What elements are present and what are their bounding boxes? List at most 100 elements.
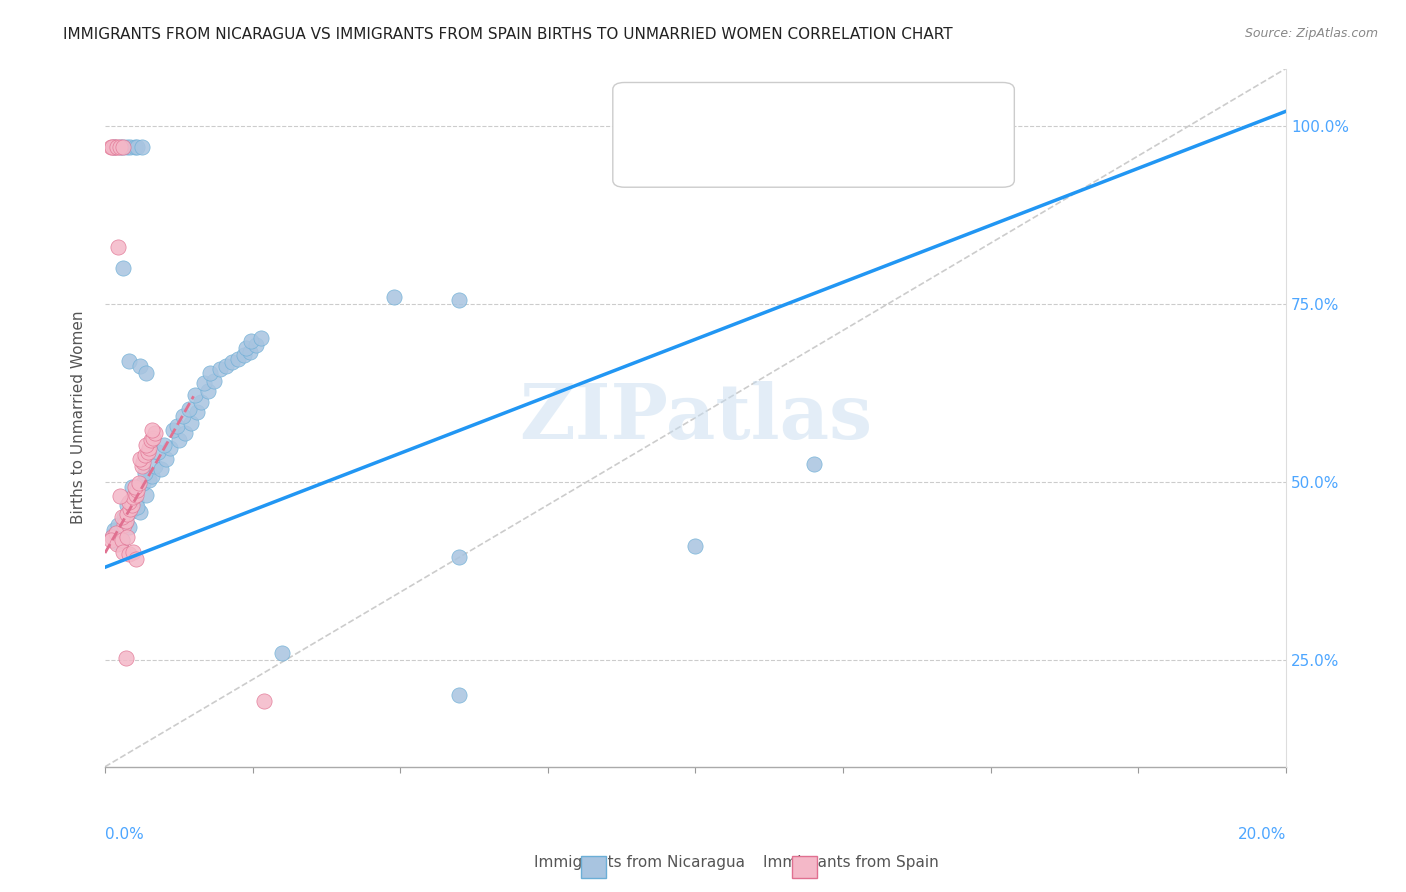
Point bbox=[159, 441, 181, 455]
Point bbox=[250, 331, 273, 345]
Point bbox=[124, 480, 146, 494]
Point bbox=[114, 651, 136, 665]
Point bbox=[198, 367, 221, 381]
Point bbox=[132, 455, 155, 469]
Point bbox=[108, 140, 131, 154]
Point bbox=[129, 359, 152, 374]
Point bbox=[449, 689, 471, 703]
Point bbox=[132, 476, 155, 491]
Point bbox=[114, 516, 136, 530]
Point bbox=[162, 424, 184, 438]
Legend: R = 0.491   N = 69, R = 0.310   N = 43: R = 0.491 N = 69, R = 0.310 N = 43 bbox=[700, 95, 927, 154]
Point bbox=[141, 469, 163, 483]
Point bbox=[105, 140, 128, 154]
Point bbox=[190, 395, 212, 409]
Point bbox=[271, 646, 294, 660]
Point bbox=[114, 514, 136, 528]
Point bbox=[117, 519, 139, 533]
Point bbox=[226, 352, 249, 367]
Point bbox=[155, 452, 177, 467]
Point bbox=[101, 530, 124, 544]
Point bbox=[125, 494, 148, 508]
Point bbox=[232, 348, 254, 362]
Point bbox=[110, 533, 132, 548]
Point bbox=[124, 140, 146, 154]
Point bbox=[202, 374, 225, 388]
Point bbox=[173, 426, 195, 441]
Point bbox=[184, 388, 207, 402]
Point bbox=[105, 535, 128, 549]
Point bbox=[100, 533, 122, 548]
Point bbox=[121, 498, 143, 512]
Point bbox=[118, 140, 141, 154]
Point bbox=[112, 517, 135, 532]
Point bbox=[135, 367, 157, 381]
Point bbox=[125, 551, 148, 566]
Point bbox=[114, 510, 136, 524]
Point bbox=[382, 289, 405, 303]
Point bbox=[120, 505, 142, 519]
Point bbox=[127, 483, 149, 498]
Point bbox=[117, 507, 139, 521]
Text: Source: ZipAtlas.com: Source: ZipAtlas.com bbox=[1244, 27, 1378, 40]
Point bbox=[134, 448, 156, 462]
Point bbox=[117, 548, 139, 562]
Point bbox=[110, 533, 132, 548]
Point bbox=[122, 491, 145, 505]
Point bbox=[167, 434, 190, 448]
Point bbox=[245, 338, 267, 352]
Point bbox=[685, 539, 707, 553]
Point bbox=[186, 405, 208, 419]
Point bbox=[235, 341, 257, 355]
Point bbox=[131, 140, 153, 154]
Point bbox=[253, 694, 276, 708]
Text: Immigrants from Spain: Immigrants from Spain bbox=[762, 855, 939, 870]
Point bbox=[107, 240, 129, 254]
Point bbox=[449, 549, 471, 564]
Point bbox=[215, 359, 238, 374]
Point bbox=[197, 384, 219, 398]
Point bbox=[221, 355, 243, 369]
Point bbox=[146, 445, 169, 459]
Point bbox=[103, 140, 125, 154]
Point bbox=[135, 487, 157, 501]
Point bbox=[240, 334, 263, 348]
Text: 20.0%: 20.0% bbox=[1237, 827, 1286, 842]
Point bbox=[166, 419, 188, 434]
Point bbox=[105, 537, 128, 551]
Point bbox=[103, 523, 125, 537]
Point bbox=[122, 501, 145, 516]
Point bbox=[118, 501, 141, 516]
Point bbox=[117, 353, 139, 368]
Point bbox=[101, 528, 124, 542]
Point bbox=[117, 530, 139, 544]
Point bbox=[117, 140, 139, 154]
Point bbox=[209, 362, 232, 376]
Point bbox=[127, 140, 149, 154]
Point bbox=[111, 544, 134, 558]
FancyBboxPatch shape bbox=[613, 82, 1014, 187]
Point bbox=[139, 434, 162, 448]
Point bbox=[138, 473, 160, 487]
Point bbox=[153, 438, 176, 452]
Point bbox=[128, 476, 150, 491]
Text: 0.0%: 0.0% bbox=[105, 827, 143, 842]
Point bbox=[779, 140, 801, 154]
Point bbox=[143, 459, 166, 474]
Point bbox=[138, 441, 160, 455]
Point bbox=[107, 517, 129, 532]
Point bbox=[141, 424, 163, 438]
Point bbox=[172, 409, 194, 424]
Point bbox=[135, 438, 157, 452]
Point bbox=[103, 140, 125, 154]
Point bbox=[117, 494, 139, 508]
Point bbox=[143, 426, 166, 441]
Point bbox=[111, 260, 134, 275]
Point bbox=[117, 498, 139, 512]
Point bbox=[803, 457, 825, 471]
Text: IMMIGRANTS FROM NICARAGUA VS IMMIGRANTS FROM SPAIN BIRTHS TO UNMARRIED WOMEN COR: IMMIGRANTS FROM NICARAGUA VS IMMIGRANTS … bbox=[63, 27, 953, 42]
Point bbox=[110, 510, 132, 524]
Y-axis label: Births to Unmarried Women: Births to Unmarried Women bbox=[72, 311, 86, 524]
Point bbox=[101, 140, 124, 154]
Point bbox=[129, 452, 152, 467]
